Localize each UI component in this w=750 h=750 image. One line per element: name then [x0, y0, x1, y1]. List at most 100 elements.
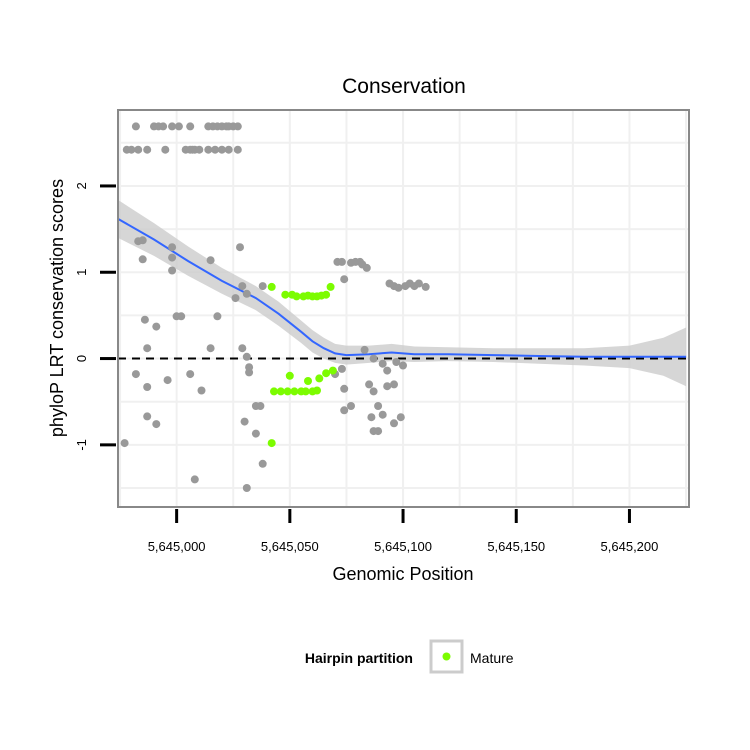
data-point-other [168, 243, 177, 252]
data-point-other [390, 419, 398, 428]
data-point-other [396, 413, 405, 422]
data-point-other [240, 417, 249, 426]
data-point-other [224, 145, 233, 154]
data-point-other [242, 289, 251, 298]
data-point-other [186, 370, 195, 379]
data-point-mature [267, 439, 276, 448]
data-point-mature [267, 282, 276, 291]
data-point-other [190, 475, 199, 484]
data-point-other [238, 344, 247, 353]
data-points [120, 122, 430, 492]
data-point-other [233, 145, 242, 154]
data-point-other [138, 236, 147, 245]
data-point-mature [290, 387, 299, 396]
data-point-other [195, 145, 204, 154]
data-point-other [421, 282, 430, 291]
data-point-other [233, 122, 242, 131]
data-point-mature [270, 387, 278, 396]
data-point-mature [301, 387, 310, 396]
smooth-trend-line [117, 217, 687, 358]
data-point-other [374, 402, 383, 410]
confidence-band [117, 199, 687, 387]
data-point-other [143, 145, 152, 154]
data-point-other [337, 257, 346, 266]
data-point-mature [328, 366, 337, 375]
data-point-other [168, 253, 177, 262]
data-point-other [186, 122, 195, 131]
data-point-other [392, 358, 401, 366]
data-point-other [251, 429, 260, 438]
data-point-mature [304, 377, 312, 385]
data-point-other [242, 484, 251, 492]
y-axis-title: phyloP LRT conservation scores [47, 179, 67, 437]
data-point-other [211, 145, 220, 154]
data-point-mature [313, 386, 321, 395]
data-point-other [360, 345, 369, 354]
data-point-other [197, 386, 206, 395]
data-point-mature [326, 282, 335, 291]
data-point-other [134, 145, 143, 154]
data-point-other [143, 383, 152, 391]
legend: Hairpin partition Mature [305, 639, 514, 674]
data-point-other [231, 294, 240, 303]
data-point-other [383, 366, 392, 375]
data-point-other [258, 459, 267, 468]
data-point-mature [292, 292, 301, 301]
data-point-other [206, 256, 215, 265]
data-point-other [347, 402, 355, 410]
data-point-other [120, 439, 129, 448]
data-point-other [383, 382, 392, 391]
data-point-other [204, 145, 213, 154]
x-tick-label: 5,645,000 [148, 539, 206, 554]
data-point-other [367, 413, 376, 422]
data-point-other [340, 384, 349, 393]
data-point-mature [285, 371, 294, 380]
data-point-other [340, 275, 349, 284]
data-point-other [174, 122, 183, 131]
chart-title: Conservation [342, 75, 466, 98]
data-point-mature [283, 387, 292, 396]
y-tick-label: 1 [74, 269, 89, 276]
data-point-other [143, 344, 152, 353]
x-tick-label: 5,645,150 [487, 539, 545, 554]
data-point-mature [281, 290, 290, 299]
y-tick-label: -1 [74, 439, 89, 451]
data-point-other [168, 122, 177, 131]
data-point-other [374, 427, 383, 436]
data-point-other [161, 145, 170, 154]
data-point-other [337, 364, 346, 373]
data-point-other [369, 387, 378, 396]
data-point-other [152, 322, 161, 331]
data-point-mature [322, 369, 331, 378]
data-point-other [390, 380, 398, 389]
data-point-other [168, 266, 177, 275]
data-point-other [245, 368, 254, 377]
data-point-other [340, 406, 349, 415]
data-point-other [159, 122, 168, 131]
smooth-line-group [117, 217, 687, 358]
data-point-other [362, 263, 371, 272]
y-tick-label: 2 [74, 182, 89, 189]
y-axis: -1 0 1 2 [74, 182, 116, 451]
legend-title: Hairpin partition [305, 650, 413, 666]
y-tick-label: 0 [74, 355, 89, 362]
data-point-other [131, 122, 140, 131]
x-axis-title: Genomic Position [332, 564, 473, 584]
data-point-other [369, 354, 378, 363]
data-point-other [242, 352, 251, 361]
x-tick-label: 5,645,100 [374, 539, 432, 554]
plot-panel-border [117, 109, 690, 508]
data-point-other [217, 145, 226, 154]
data-point-other [163, 376, 172, 385]
data-point-other [140, 315, 149, 324]
data-point-other [131, 370, 140, 379]
data-point-other [152, 420, 161, 429]
data-point-other [256, 402, 265, 410]
confidence-band-group [117, 199, 687, 387]
data-point-other [378, 359, 387, 368]
data-point-other [399, 361, 407, 370]
x-tick-label: 5,645,200 [601, 539, 659, 554]
data-point-other [378, 410, 387, 419]
legend-key-mature-dot [442, 652, 451, 661]
